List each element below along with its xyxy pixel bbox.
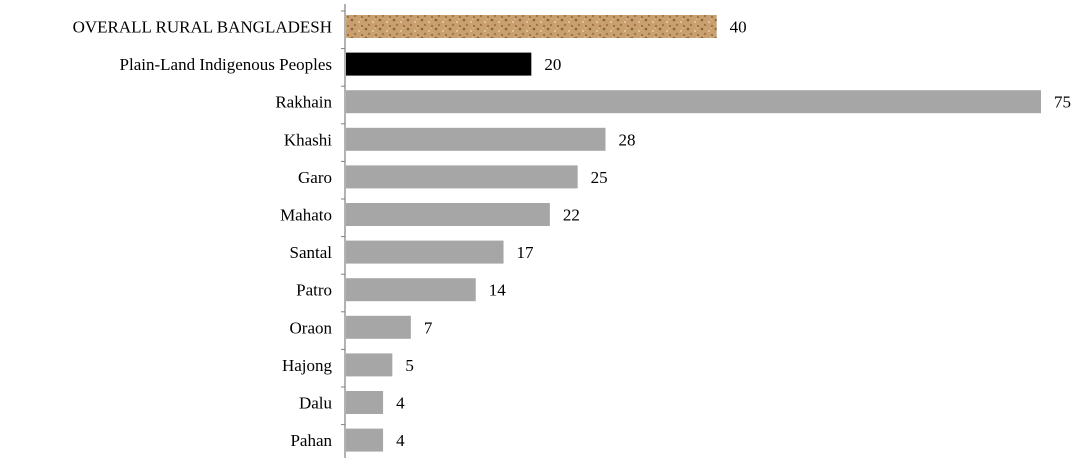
category-label-patro: Patro [296,281,332,300]
category-label-rakhain: Rakhain [275,93,332,112]
bar-mahato [346,203,550,226]
bars-layer [346,15,1041,452]
value-label-plain-land-indigenous-peoples: 20 [544,55,561,74]
bar-overall-rural-bangladesh [346,15,717,38]
y-axis [341,4,346,463]
bar-oraon [346,315,411,339]
bar-patro [346,278,476,302]
value-label-santal: 17 [517,243,535,262]
value-label-rakhain: 75 [1054,93,1071,112]
category-label-dalu: Dalu [299,394,333,413]
value-label-oraon: 7 [424,318,433,337]
category-label-pahan: Pahan [290,431,332,450]
category-label-hajong: Hajong [282,356,333,375]
bar-pahan [346,428,384,452]
value-label-hajong: 5 [405,356,414,375]
bar-hajong [346,353,393,377]
value-label-overall-rural-bangladesh: 40 [730,18,747,37]
category-label-oraon: Oraon [290,318,333,337]
category-label-mahato: Mahato [280,206,332,225]
category-label-overall-rural-bangladesh: OVERALL RURAL BANGLADESH [73,18,332,37]
bar-santal [346,240,504,264]
category-label-plain-land-indigenous-peoples: Plain-Land Indigenous Peoples [120,55,332,74]
bar-rakhain [346,90,1041,114]
bar-plain-land-indigenous-peoples [346,52,532,76]
value-label-mahato: 22 [563,206,580,225]
value-label-garo: 25 [591,168,608,187]
value-label-pahan: 4 [396,431,405,450]
bar-garo [346,165,578,189]
category-label-khashi: Khashi [284,130,332,149]
category-label-santal: Santal [290,243,333,262]
category-labels-layer: OVERALL RURAL BANGLADESH Plain-Land Indig… [73,18,333,451]
value-label-patro: 14 [489,281,507,300]
bar-khashi [346,127,606,151]
value-label-khashi: 28 [618,130,635,149]
category-label-garo: Garo [298,168,332,187]
bar-dalu [346,391,384,414]
value-label-dalu: 4 [396,394,405,413]
